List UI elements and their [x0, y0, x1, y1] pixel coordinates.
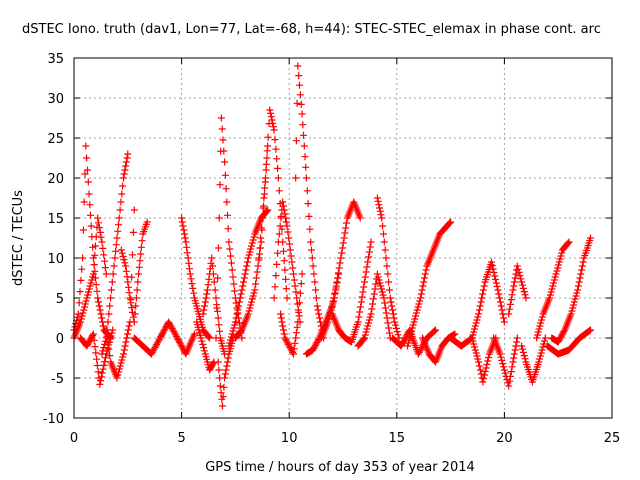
- data-arc-10: [212, 114, 246, 342]
- data-arc-2: [98, 150, 132, 358]
- data-arc-16: [277, 270, 306, 358]
- axis-ticks: 0 5 10 15 20 25 -10 -5 0 5 10 15 20 25 30 35: [43, 52, 621, 446]
- y-tick-label: 10: [47, 252, 64, 267]
- x-tick-label: 10: [281, 431, 298, 446]
- data-arc-27: [468, 258, 508, 342]
- data-arc-26: [447, 334, 500, 386]
- data-arc-31: [533, 238, 573, 342]
- x-tick-label: 20: [496, 431, 513, 446]
- x-tick-label: 0: [70, 431, 78, 446]
- data-arc-29: [505, 262, 530, 318]
- y-tick-label: 30: [47, 92, 64, 107]
- data-arc-24: [404, 218, 455, 350]
- x-tick-label: 5: [177, 431, 185, 446]
- data-arc-17: [292, 62, 328, 342]
- data-arc-14: [255, 106, 291, 302]
- y-tick-label: 35: [47, 52, 64, 67]
- data-arc-28: [490, 334, 521, 390]
- y-tick-label: 5: [56, 292, 64, 307]
- data-arc-32: [548, 234, 594, 346]
- data-arc-6: [130, 318, 198, 358]
- y-tick-label: 25: [47, 132, 64, 147]
- data-arc-33: [543, 326, 594, 358]
- data-arc-15: [270, 198, 304, 326]
- data-arc-22: [373, 194, 403, 342]
- chart-title: dSTEC Iono. truth (dav1, Lon=77, Lat=-68…: [22, 22, 601, 37]
- data-arc-4: [117, 218, 151, 326]
- x-tick-label: 15: [389, 431, 406, 446]
- data-arc-12: [225, 206, 272, 350]
- y-tick-label: 15: [47, 212, 64, 227]
- data-arc-30: [518, 334, 549, 386]
- y-axis-label: dSTEC / TECUs: [11, 190, 26, 286]
- data-arc-21: [354, 270, 394, 350]
- grid-lines: [74, 58, 612, 418]
- data-arc-8: [193, 318, 218, 374]
- plot-frame: [73, 57, 613, 419]
- data-arc-9: [199, 254, 229, 358]
- data-arc-5: [76, 326, 117, 388]
- data-arc-7: [178, 214, 214, 342]
- data-arc-20: [328, 238, 375, 346]
- y-tick-label: 0: [56, 332, 64, 347]
- data-points: [70, 62, 594, 410]
- x-tick-label: 25: [604, 431, 621, 446]
- x-axis-label: GPS time / hours of day 353 of year 2014: [205, 460, 475, 475]
- y-tick-label: -5: [51, 372, 64, 387]
- y-tick-label: 20: [47, 172, 64, 187]
- y-tick-label: -10: [43, 412, 64, 427]
- data-arc-3: [102, 206, 138, 382]
- data-arc-0: [70, 142, 115, 342]
